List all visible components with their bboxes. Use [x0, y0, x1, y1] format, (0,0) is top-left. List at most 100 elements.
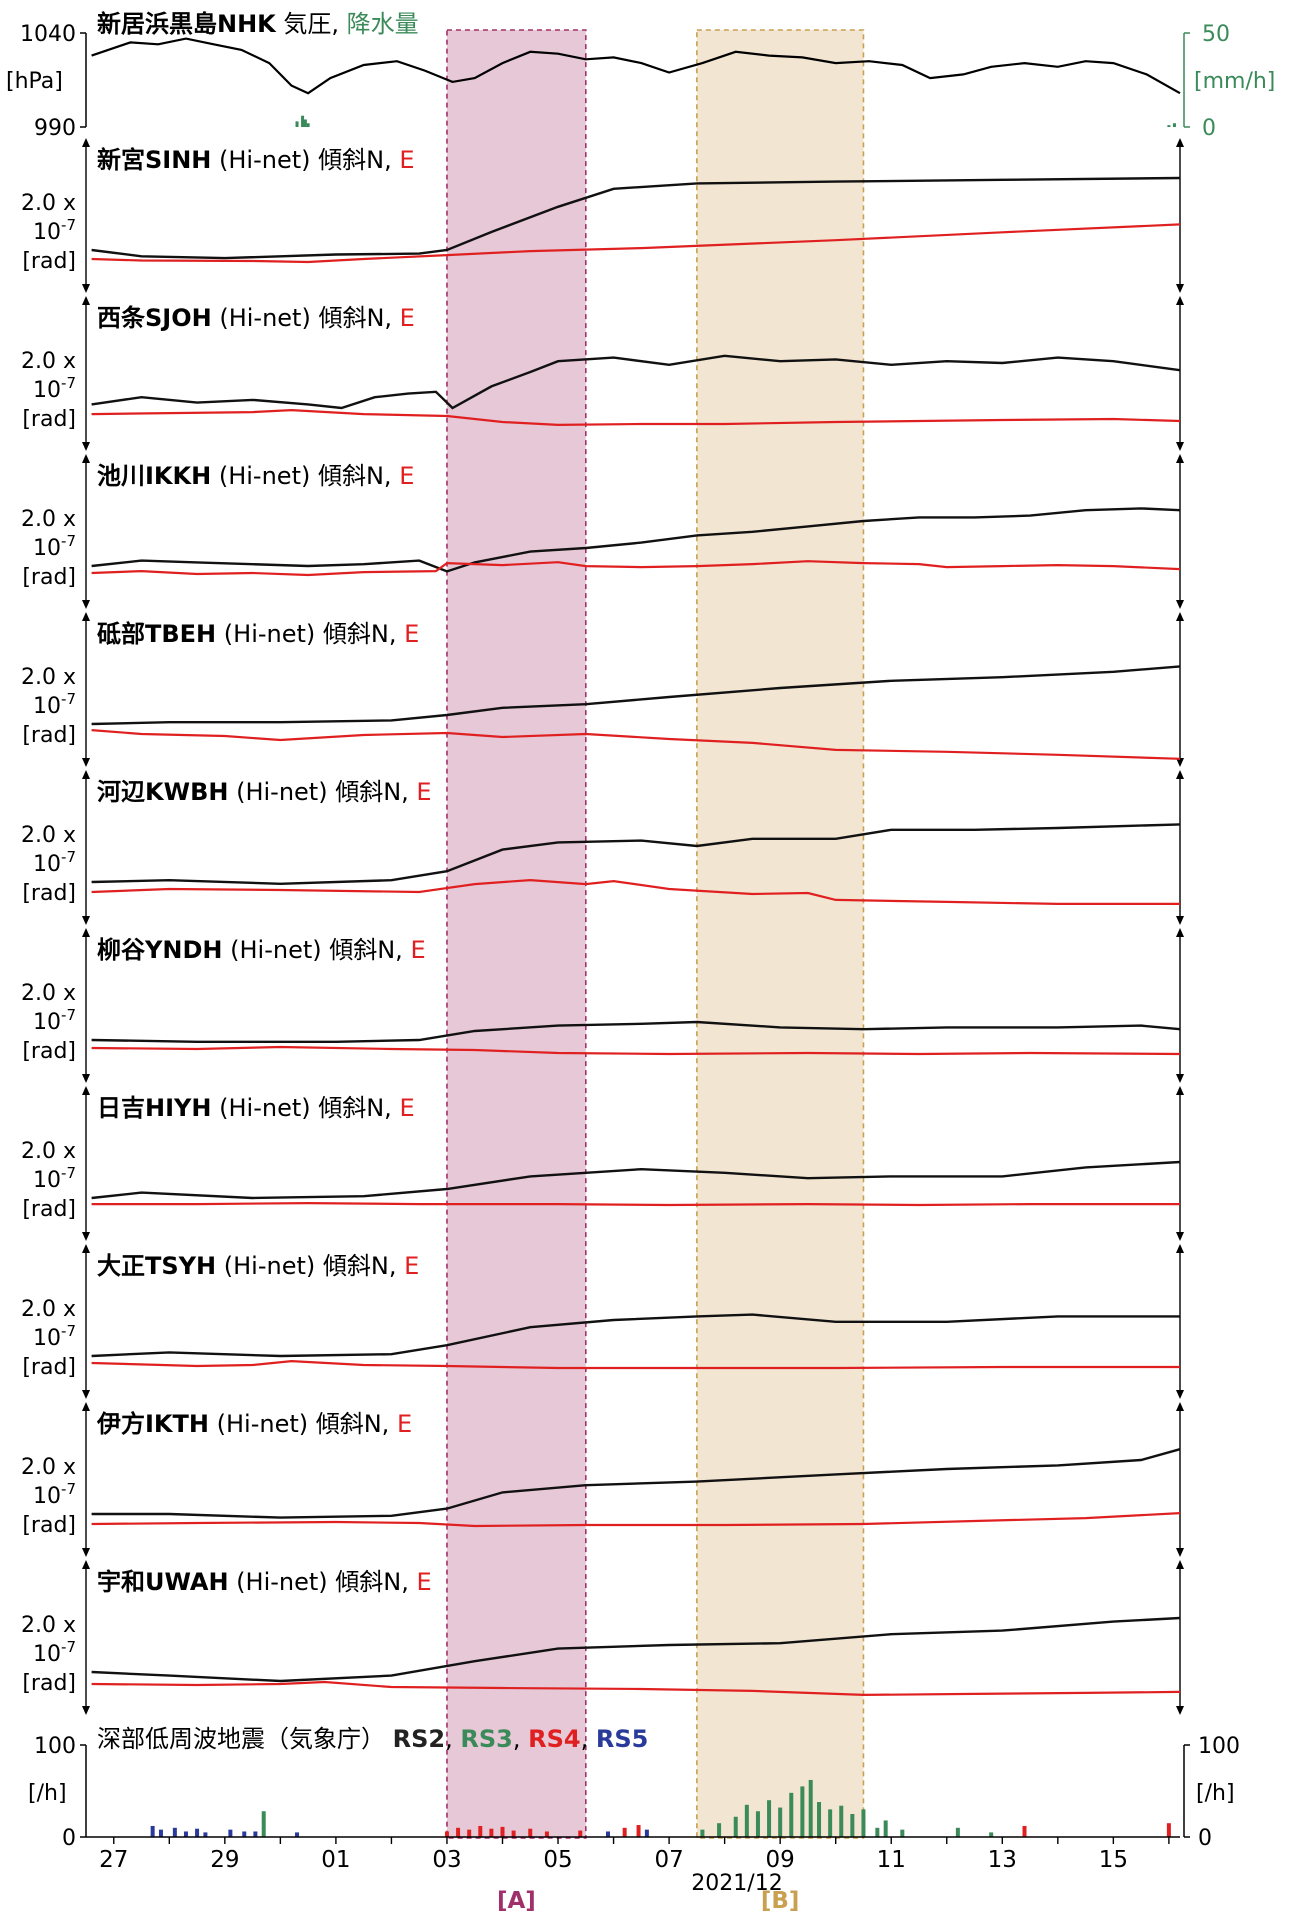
scale-arrow-right-6: [1176, 1086, 1184, 1241]
scale-label-1: 2.0 x: [21, 349, 76, 374]
lfe-legend-sep-2: ,: [581, 1725, 596, 1753]
station-suffix-5: (Hi-net) 傾斜N,: [222, 936, 410, 964]
scale-power-1: -7: [61, 374, 76, 392]
tilt-panel-7: 大正TSYH (Hi-net) 傾斜N, E2.0 x10-7[rad]: [21, 1244, 1184, 1399]
scale-arrow-right-2: [1176, 454, 1184, 609]
scale-arrow-right-3: [1176, 612, 1184, 767]
station-e-label-8: E: [397, 1410, 412, 1438]
tilt-E-line-3: [91, 729, 1181, 760]
lfe-left-tick-label-1: 0: [62, 1826, 76, 1851]
tilt-panel-title-0: 新宮SINH (Hi-net) 傾斜N, E: [97, 146, 415, 174]
scale-exp-5: 10-7: [33, 1006, 76, 1035]
x-tick-label-27: 27: [99, 1847, 128, 1873]
lfe-bar-0: [150, 1825, 155, 1837]
scale-exp-4: 10-7: [33, 848, 76, 877]
station-suffix-0: (Hi-net) 傾斜N,: [211, 146, 399, 174]
lfe-legend-rs4: RS4: [528, 1725, 580, 1753]
x-tick-label-15: 15: [1099, 1847, 1128, 1873]
lfe-right-tick-label-1: 0: [1198, 1826, 1212, 1851]
highlight-band-1: [696, 29, 865, 1839]
scale-arrow-left-4-head-top: [82, 770, 90, 779]
station-suffix-2: (Hi-net) 傾斜N,: [211, 462, 399, 490]
lfe-legend-rs2: RS2: [393, 1725, 445, 1753]
station-suffix-6: (Hi-net) 傾斜N,: [211, 1094, 399, 1122]
rain-bar-4: [1167, 125, 1171, 127]
lfe-bar-4: [195, 1828, 200, 1837]
tilt-E-line-5: [91, 1045, 1181, 1056]
lfe-bar-30: [767, 1800, 772, 1837]
station-e-label-1: E: [400, 304, 415, 332]
scale-arrow-right-5-head-bottom: [1176, 1074, 1184, 1083]
lfe-bar-22: [622, 1827, 627, 1837]
lfe-bar-39: [861, 1809, 866, 1837]
tilt-panel-1: 西条SJOH (Hi-net) 傾斜N, E2.0 x10-7[rad]: [21, 296, 1184, 451]
scale-arrow-right-9-head-top: [1176, 1560, 1184, 1569]
tilt-panel-title-6: 日吉HIYH (Hi-net) 傾斜N, E: [97, 1094, 415, 1122]
lfe-bar-21: [606, 1831, 611, 1837]
station-e-label-9: E: [417, 1568, 432, 1596]
station-name-7: 大正TSYH: [97, 1252, 216, 1280]
scale-arrow-right-0-head-top: [1176, 138, 1184, 147]
scale-unit-8: [rad]: [22, 1513, 76, 1538]
scale-arrow-right-4: [1176, 770, 1184, 925]
scale-base-0: 10: [33, 220, 61, 245]
scale-arrow-left-3-head-bottom: [82, 758, 90, 767]
lfe-legend-rs5: RS5: [596, 1725, 648, 1753]
station-name-8: 伊方IKTH: [96, 1410, 209, 1438]
lfe-title-text: 深部低周波地震（気象庁）: [97, 1725, 393, 1753]
station-name-5: 柳谷YNDH: [97, 936, 222, 964]
lfe-bar-12: [456, 1827, 461, 1837]
tilt-N-line-0: [91, 176, 1181, 260]
scale-base-8: 10: [33, 1484, 61, 1509]
pressure-title-part-2: 降水量: [347, 10, 419, 38]
scale-arrow-right-8: [1176, 1402, 1184, 1557]
lfe-bar-13: [467, 1829, 472, 1837]
tilt-panel-title-3: 砥部TBEH (Hi-net) 傾斜N, E: [97, 620, 419, 648]
lfe-bar-38: [850, 1814, 855, 1837]
lfe-bar-19: [544, 1831, 549, 1837]
scale-arrow-right-8-head-top: [1176, 1402, 1184, 1411]
lfe-bar-9: [253, 1831, 258, 1837]
pressure-left-tick-label-0: 1040: [20, 22, 76, 47]
lfe-bar-44: [989, 1832, 994, 1837]
rain-bar-1: [301, 115, 305, 127]
scale-arrow-left-7: [82, 1244, 90, 1399]
tilt-panel-title-7: 大正TSYH (Hi-net) 傾斜N, E: [97, 1252, 419, 1280]
pressure-title-part-1: 気圧,: [276, 10, 347, 38]
scale-exp-8: 10-7: [33, 1480, 76, 1509]
tilt-panel-8: 伊方IKTH (Hi-net) 傾斜N, E2.0 x10-7[rad]: [21, 1402, 1184, 1557]
scale-power-3: -7: [61, 690, 76, 708]
lfe-bar-10: [295, 1832, 300, 1837]
scale-arrow-left-9-head-top: [82, 1560, 90, 1569]
x-tick-label-29: 29: [210, 1847, 239, 1873]
scale-arrow-left-0: [82, 138, 90, 293]
lfe-bar-37: [839, 1805, 844, 1837]
lfe-bar-28: [744, 1804, 749, 1837]
scale-arrow-left-9: [82, 1560, 90, 1715]
x-axis: 27 29 01 03 05 07 09 11 13 15 2021/12: [86, 1836, 1180, 1896]
lfe-bar-29: [755, 1811, 760, 1837]
lfe-right-tick-label-0: 100: [1198, 1734, 1240, 1759]
x-axis-label: 2021/12: [691, 1871, 782, 1896]
scale-power-0: -7: [61, 216, 76, 234]
scale-arrow-left-6-head-top: [82, 1086, 90, 1095]
scale-power-9: -7: [61, 1638, 76, 1656]
lfe-bar-1: [158, 1829, 163, 1837]
tilt-N-line-4: [91, 823, 1181, 886]
scale-arrow-right-9-head-bottom: [1176, 1706, 1184, 1715]
station-suffix-7: (Hi-net) 傾斜N,: [216, 1252, 404, 1280]
lfe-left-unit: [/h]: [28, 1781, 67, 1806]
scale-base-7: 10: [33, 1326, 61, 1351]
lfe-bar-35: [817, 1802, 822, 1837]
scale-arrow-right-2-head-bottom: [1176, 600, 1184, 609]
rain-bar-5: [1172, 123, 1176, 127]
scale-arrow-left-6: [82, 1086, 90, 1241]
scale-arrow-right-6-head-top: [1176, 1086, 1184, 1095]
scale-unit-7: [rad]: [22, 1355, 76, 1380]
rain-bar-0: [295, 121, 299, 127]
scale-label-5: 2.0 x: [21, 981, 76, 1006]
scale-power-4: -7: [61, 848, 76, 866]
lfe-bar-25: [700, 1829, 705, 1837]
tilt-panel-9: 宇和UWAH (Hi-net) 傾斜N, E2.0 x10-7[rad]: [21, 1560, 1184, 1715]
